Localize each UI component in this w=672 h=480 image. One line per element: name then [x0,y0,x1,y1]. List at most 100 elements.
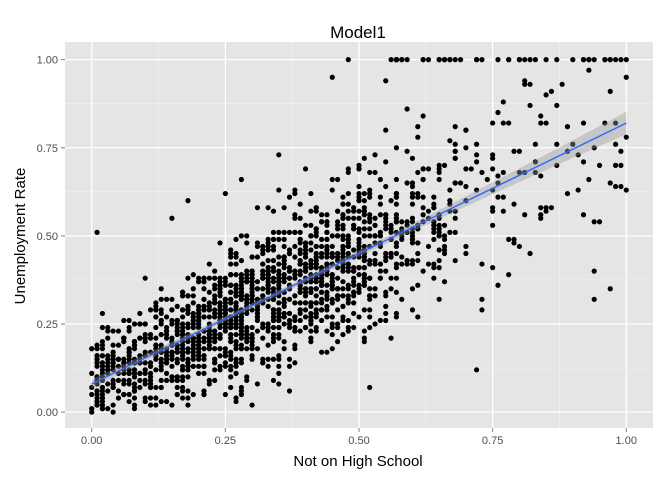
data-point [474,141,480,147]
data-point [286,229,293,235]
data-point [340,212,346,218]
data-point [457,180,464,186]
data-point [270,310,277,317]
data-point [361,190,367,197]
data-point [281,339,287,345]
data-point [121,335,127,341]
data-point [399,57,405,63]
data-point [329,275,335,281]
data-point [361,155,367,161]
data-point [244,233,250,239]
data-point [281,254,287,260]
data-point [383,219,389,225]
data-point [324,289,330,295]
data-point [548,205,555,211]
data-point [169,402,175,408]
data-point [249,254,255,260]
data-point [399,254,405,260]
data-point [452,215,458,221]
data-point [324,328,330,334]
data-point [388,286,394,292]
data-point [367,307,373,313]
data-point [180,314,186,320]
data-point [265,328,271,334]
data-point [318,219,325,225]
data-point [147,363,154,369]
data-point [228,307,234,313]
data-point [212,275,218,281]
data-point [564,124,571,130]
data-point [174,328,180,334]
data-point [270,335,277,341]
data-point [228,356,234,362]
data-point [217,353,223,359]
data-point [324,229,330,235]
x-tick-label: 0.25 [215,435,236,447]
data-point [335,233,341,239]
data-point [147,381,154,387]
data-point [222,282,228,288]
data-point [228,349,234,355]
data-point [351,268,357,274]
data-point [623,57,629,63]
data-point [180,349,186,355]
data-point [212,377,218,384]
data-point [169,353,175,359]
data-point [185,356,191,362]
data-point [206,275,212,281]
data-point [393,190,400,197]
data-point [356,183,362,190]
data-point [361,328,367,334]
data-point [329,233,335,239]
data-point [185,374,191,380]
data-point [564,190,571,197]
data-point [388,198,394,204]
data-point [276,261,282,267]
data-point [324,314,330,320]
data-point [265,257,271,264]
data-point [463,166,469,172]
data-point [313,243,319,250]
data-point [201,356,207,362]
data-point [286,310,293,317]
data-point [190,314,196,320]
data-point [441,236,448,243]
data-point [313,261,319,267]
data-point [281,346,287,352]
data-point [201,391,207,398]
data-point [281,321,287,327]
data-point [425,261,432,267]
data-point [596,162,603,168]
data-point [185,363,191,369]
data-point [169,296,175,302]
data-point [404,219,410,225]
data-point [388,229,394,235]
data-point [190,335,196,341]
data-point [318,250,325,257]
data-point [393,219,400,225]
data-point [244,275,250,281]
x-tick-label: 0.50 [348,435,369,447]
data-point [335,250,341,257]
data-point [324,247,330,253]
data-point [196,342,202,348]
data-point [228,250,234,257]
data-point [265,363,271,369]
data-point [270,229,277,235]
data-point [265,321,271,327]
data-point [115,377,122,384]
data-point [302,300,309,306]
data-point [142,335,148,341]
data-point [297,328,303,334]
data-point [361,275,367,281]
data-point [463,243,469,250]
data-point [399,226,405,232]
data-point [516,169,522,176]
data-point [105,335,111,341]
data-point [185,198,191,204]
data-point [196,307,202,313]
data-point [228,339,234,345]
data-point [436,296,442,302]
y-axis-title: Unemployment Rate [12,168,29,305]
